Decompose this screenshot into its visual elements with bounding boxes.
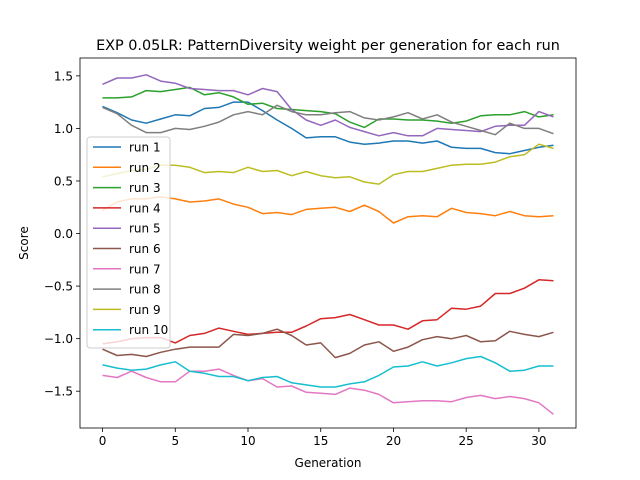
x-axis-label: Generation: [295, 456, 362, 470]
series-line-run-2: [102, 196, 554, 224]
x-tick-label: 5: [171, 434, 179, 448]
series-line-run-5: [102, 74, 554, 137]
legend-label-run-5: run 5: [129, 222, 161, 236]
y-tick-label: 0.0: [54, 227, 73, 241]
series-line-run-8: [102, 104, 554, 136]
legend-label-run-1: run 1: [129, 141, 161, 155]
plot-frame: [79, 57, 577, 429]
legend-box: [86, 136, 171, 349]
x-tick-label: 25: [459, 434, 474, 448]
series-lines: [102, 74, 554, 415]
x-tick-label: 15: [313, 434, 328, 448]
x-tick-label: 30: [531, 434, 546, 448]
y-tick-label: −1.5: [44, 385, 73, 399]
x-tick-label: 10: [240, 434, 255, 448]
series-line-run-10: [102, 355, 554, 388]
legend-label-run-6: run 6: [129, 242, 161, 256]
axes: 0 5 10 15 20 25 30 −1.5 −1.0 −0.5 0.0 0.5 1.0 1.5: [44, 69, 547, 448]
legend-label-run-8: run 8: [129, 283, 161, 297]
legend-label-run-10: run 10: [129, 323, 168, 337]
series-line-run-9: [102, 143, 554, 185]
series-line-run-3: [102, 86, 554, 129]
series-line-run-1: [102, 101, 554, 155]
legend-label-run-4: run 4: [129, 201, 161, 215]
y-tick-label: 0.5: [54, 174, 73, 188]
legend-label-run-2: run 2: [129, 161, 161, 175]
legend: run 1 run 2 run 3 run 4 run 5 run 6 run 7 run 8…: [86, 136, 171, 349]
y-axis-label: Score: [17, 226, 31, 260]
y-tick-label: −1.0: [44, 332, 73, 346]
legend-label-run-7: run 7: [129, 262, 161, 276]
y-tick-label: 1.0: [54, 122, 73, 136]
legend-label-run-9: run 9: [129, 303, 161, 317]
x-tick-label: 20: [386, 434, 401, 448]
chart-title: EXP 0.05LR: PatternDiversity weight per …: [96, 38, 560, 54]
x-tick-label: 0: [99, 434, 107, 448]
legend-label-run-3: run 3: [129, 181, 161, 195]
series-line-run-4: [102, 279, 554, 345]
series-line-run-7: [102, 368, 554, 415]
series-line-run-6: [102, 328, 554, 359]
y-tick-label: −0.5: [44, 280, 73, 294]
y-tick-label: 1.5: [54, 69, 73, 83]
